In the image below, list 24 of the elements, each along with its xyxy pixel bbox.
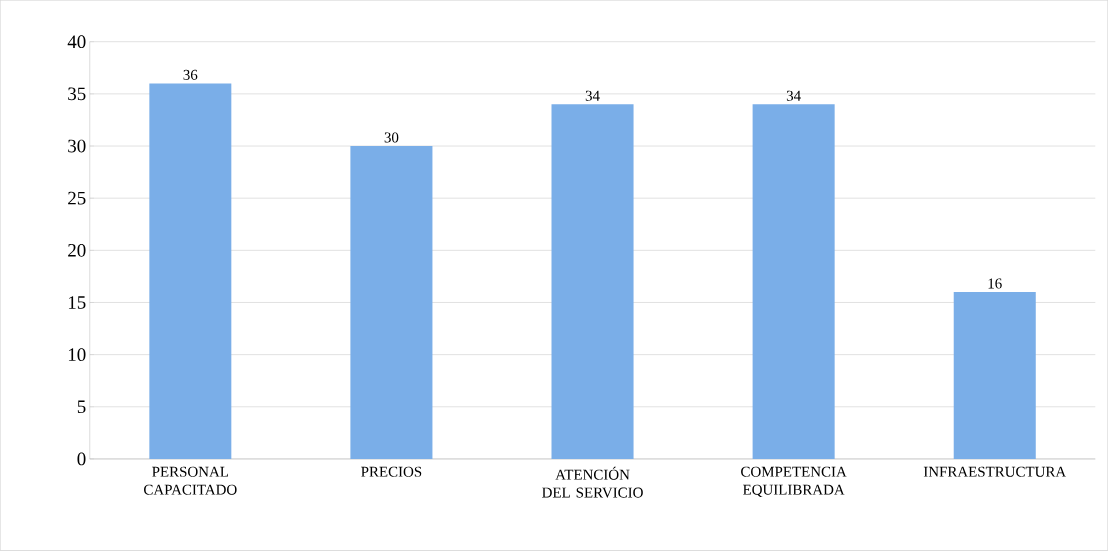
x-tick-label: ATENCIÓN DEL SERVICIO — [542, 466, 643, 498]
data-label: 30 — [384, 132, 399, 143]
bar — [752, 104, 835, 460]
x-tick-label: PERSONAL CAPACITADO — [144, 466, 237, 495]
y-tick-label: 10 — [68, 348, 86, 362]
data-label: 34 — [786, 90, 801, 101]
bar — [551, 104, 634, 460]
data-label: 36 — [183, 70, 198, 81]
y-tick-label: 5 — [77, 400, 86, 414]
y-tick-label: 0 — [77, 452, 86, 466]
y-tick-label: 15 — [68, 296, 86, 309]
y-tick-label: 40 — [67, 35, 86, 49]
bar — [149, 83, 232, 460]
y-tick-label: 35 — [68, 87, 86, 101]
data-label: 34 — [585, 90, 600, 101]
y-tick-label: 20 — [68, 244, 86, 257]
x-tick-label: INFRAESTRUCTURA — [923, 466, 1067, 477]
data-label: 16 — [988, 278, 1002, 289]
x-tick-label: PRECIOS — [361, 466, 422, 477]
bar — [953, 292, 1036, 460]
bar — [350, 146, 433, 460]
y-tick-label: 25 — [68, 191, 86, 205]
x-tick-label: COMPETENCIA EQUILIBRADA — [741, 466, 847, 498]
y-tick-label: 30 — [68, 139, 86, 153]
